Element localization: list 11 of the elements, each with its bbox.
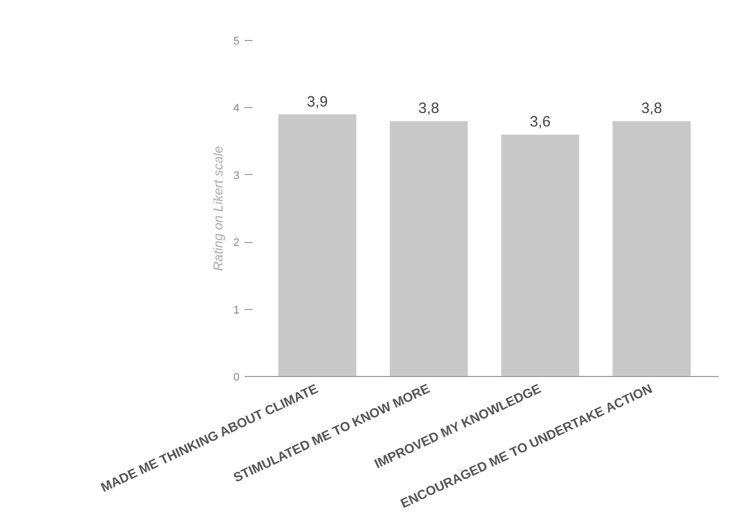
data-label: 3,8 bbox=[418, 100, 440, 118]
y-tick-label: 2 bbox=[233, 237, 240, 250]
y-tick-label: 0 bbox=[233, 372, 240, 384]
data-label: 3,9 bbox=[306, 93, 328, 110]
data-label: 3,8 bbox=[641, 100, 662, 118]
y-tick-label: 1 bbox=[233, 304, 240, 316]
y-tick-label: 5 bbox=[233, 36, 240, 48]
y-axis-title: Rating on Likert scale bbox=[210, 146, 226, 272]
y-tick-label: 4 bbox=[233, 102, 240, 115]
y-tick-label: 3 bbox=[233, 170, 240, 182]
data-label: 3,6 bbox=[530, 114, 551, 131]
